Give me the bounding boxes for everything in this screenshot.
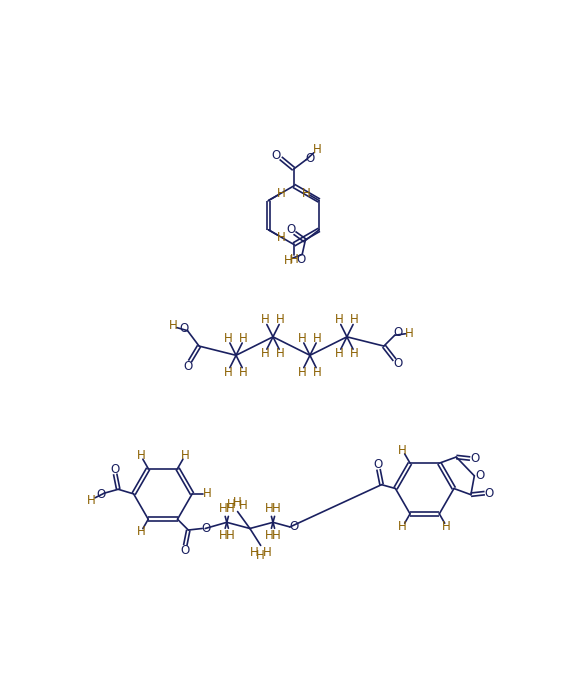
Text: O: O [181, 544, 190, 557]
Text: H: H [398, 520, 407, 533]
Text: H: H [335, 347, 343, 360]
Text: H: H [136, 449, 145, 462]
Text: H: H [136, 525, 145, 538]
Text: H: H [240, 499, 248, 512]
Text: H: H [227, 498, 236, 511]
Text: H: H [240, 332, 248, 345]
Text: O: O [470, 452, 479, 465]
Text: H: H [262, 546, 271, 559]
Text: H: H [226, 529, 235, 542]
Text: H: H [202, 488, 211, 501]
Text: H: H [277, 186, 286, 199]
Text: H: H [442, 520, 451, 533]
Text: H: H [298, 332, 307, 345]
Text: O: O [201, 522, 210, 535]
Text: H: H [219, 529, 227, 542]
Text: O: O [272, 150, 280, 163]
Text: O: O [374, 458, 383, 471]
Text: H: H [224, 332, 233, 345]
Text: O: O [305, 152, 315, 165]
Text: O: O [289, 520, 298, 533]
Text: H: H [350, 313, 359, 326]
Text: O: O [180, 322, 189, 335]
Text: O: O [286, 223, 295, 236]
Text: H: H [265, 503, 274, 516]
Text: H: H [277, 231, 286, 244]
Text: H: H [272, 529, 281, 542]
Text: H: H [276, 313, 285, 326]
Text: O: O [475, 469, 484, 482]
Text: O: O [96, 488, 105, 501]
Text: H: H [276, 347, 285, 360]
Text: H: H [261, 313, 270, 326]
Text: H: H [302, 186, 311, 199]
Text: H: H [257, 549, 265, 562]
Text: O: O [393, 357, 402, 370]
Text: H: H [313, 332, 322, 345]
Text: H: H [398, 444, 407, 457]
Text: H: H [219, 503, 227, 516]
Text: H: H [87, 494, 96, 507]
Text: H: H [405, 327, 414, 340]
Text: H: H [240, 366, 248, 379]
Text: H: H [284, 254, 293, 267]
Text: H: H [226, 503, 235, 516]
Text: O: O [184, 359, 193, 373]
Text: H: H [289, 253, 298, 266]
Text: O: O [111, 463, 120, 476]
Text: O: O [484, 487, 494, 500]
Text: H: H [233, 496, 242, 509]
Text: O: O [393, 326, 402, 339]
Text: H: H [181, 449, 189, 462]
Text: H: H [313, 143, 322, 156]
Text: H: H [250, 546, 259, 559]
Text: H: H [265, 529, 274, 542]
Text: H: H [272, 503, 281, 516]
Text: H: H [224, 366, 233, 379]
Text: H: H [313, 366, 322, 379]
Text: H: H [261, 347, 270, 360]
Text: H: H [350, 347, 359, 360]
Text: H: H [335, 313, 343, 326]
Text: H: H [168, 319, 177, 332]
Text: H: H [298, 366, 307, 379]
Text: O: O [296, 253, 305, 266]
